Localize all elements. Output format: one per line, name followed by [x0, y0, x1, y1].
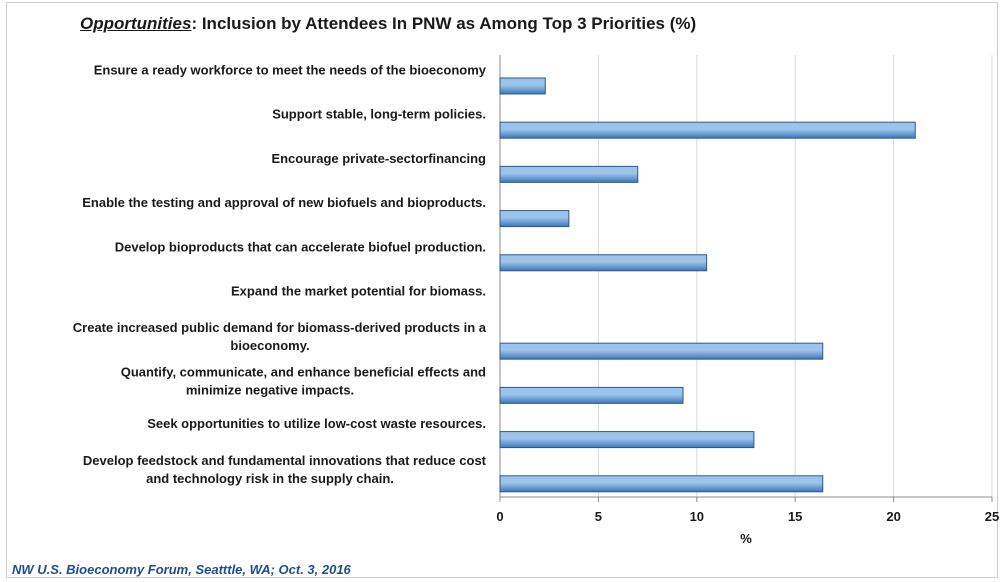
x-tick-label: 10 [690, 509, 704, 524]
x-tick-label: 0 [496, 509, 503, 524]
bar [499, 77, 546, 95]
chart-frame [6, 2, 998, 578]
category-label: Expand the market potential for biomass. [231, 283, 486, 298]
x-axis-label: % [740, 531, 752, 546]
bar [499, 342, 824, 360]
bar [499, 165, 639, 183]
x-tick-label: 20 [886, 509, 900, 524]
bar [499, 431, 755, 449]
bar [499, 386, 684, 404]
category-label: Create increased public demand for bioma… [73, 320, 487, 353]
chart-title-lead: Opportunities [80, 14, 192, 33]
category-label: Encourage private-sectorfinancing [271, 151, 486, 166]
category-label: Support stable, long-term policies. [272, 107, 486, 122]
category-label: Develop feedstock and fundamental innova… [83, 453, 487, 486]
bar [499, 475, 824, 493]
category-label: Seek opportunities to utilize low-cost w… [147, 416, 486, 431]
category-label: Enable the testing and approval of new b… [82, 195, 486, 210]
source-footnote: NW U.S. Bioeconomy Forum, Seatttle, WA; … [12, 562, 351, 577]
category-label: Ensure a ready workforce to meet the nee… [94, 62, 487, 77]
category-label: Develop bioproducts that can accelerate … [115, 239, 486, 254]
chart-title: Opportunities: Inclusion by Attendees In… [80, 14, 900, 34]
chart-title-rest: : Inclusion by Attendees In PNW as Among… [191, 14, 697, 33]
category-label: Quantify, communicate, and enhance benef… [121, 364, 486, 397]
bar [499, 254, 708, 272]
bar [499, 121, 916, 139]
x-tick-label: 25 [985, 509, 999, 524]
x-tick-label: 5 [595, 509, 602, 524]
bar [499, 210, 570, 228]
x-tick-label: 15 [788, 509, 802, 524]
